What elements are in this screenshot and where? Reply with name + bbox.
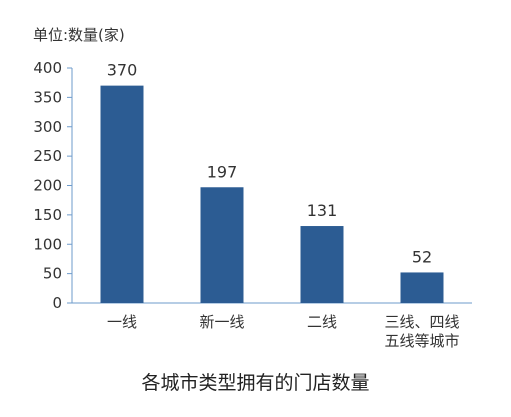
y-tick-label: 0 [52,294,62,312]
y-tick-label: 250 [33,147,62,165]
bar [200,187,244,303]
bar [300,226,344,303]
bar-value-label: 52 [412,247,432,266]
y-tick-label: 150 [33,206,62,224]
x-tick-label: 新一线 [199,313,244,331]
y-tick-label: 50 [43,265,62,283]
y-axis-unit-label: 单位:数量(家) [33,26,125,44]
chart-title: 各城市类型拥有的门店数量 [141,372,370,394]
x-tick-label: 五线等城市 [384,332,459,350]
y-tick-label: 200 [33,177,62,195]
bar-value-label: 197 [207,162,238,181]
bar [100,85,144,303]
bar-value-label: 131 [307,201,338,220]
y-tick-label: 300 [33,118,62,136]
y-tick-label: 400 [33,59,62,77]
y-tick-label: 350 [33,88,62,106]
x-tick-label: 一线 [107,313,137,331]
x-tick-label: 二线 [307,313,337,331]
bar [400,272,444,303]
x-tick-label: 三线、四线 [384,313,459,331]
y-tick-label: 100 [33,235,62,253]
bar-value-label: 370 [107,61,138,80]
